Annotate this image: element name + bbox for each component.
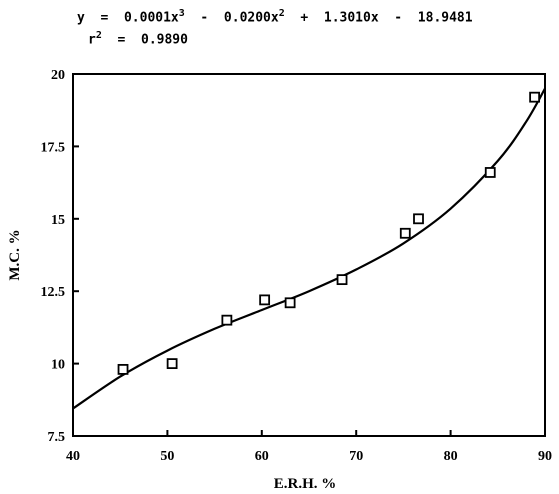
data-point	[529, 91, 541, 103]
x-tick-label: 90	[538, 449, 552, 464]
y-tick-label: 10	[51, 358, 65, 373]
data-point	[166, 358, 178, 370]
y-tick-label: 20	[51, 68, 65, 83]
x-tick-label: 50	[160, 449, 174, 464]
plot-frame	[72, 73, 546, 437]
x-tick-label: 40	[66, 449, 80, 464]
data-points-layer	[117, 91, 541, 375]
x-tick-label: 60	[255, 449, 269, 464]
y-tick-label: 7.5	[48, 430, 66, 445]
data-point	[484, 167, 496, 178]
r-squared-value: = 0.9890	[101, 32, 188, 48]
data-point	[413, 213, 424, 225]
x-tick-label: 80	[444, 449, 458, 464]
equation-exponent-3: 3	[178, 8, 185, 19]
equation-line-2: r2 = 0.9890	[88, 30, 188, 47]
data-point	[336, 274, 348, 286]
equation-line-1: y = 0.0001x3 - 0.0200x2 + 1.3010x - 18.9…	[77, 8, 473, 25]
data-point	[221, 314, 233, 326]
r-squared-prefix: r	[88, 32, 96, 48]
data-point	[284, 297, 296, 309]
x-axis-label: E.R.H. %	[274, 476, 337, 492]
data-point	[117, 363, 129, 375]
equation-y-mid: - 0.0200x	[184, 10, 279, 26]
r-squared-exponent: 2	[95, 30, 102, 41]
x-tick-label: 70	[349, 449, 363, 464]
equation-exponent-2: 2	[278, 8, 285, 19]
equation-y-suffix: + 1.3010x - 18.9481	[284, 10, 473, 26]
fit-curve-layer	[72, 87, 546, 410]
equation-y-prefix: y = 0.0001x	[77, 10, 179, 26]
y-axis-label: M.C. %	[7, 229, 23, 280]
axes: 40 50 60 70 80 90 7.5 10 12.5 15 17.5 20	[41, 68, 553, 464]
y-tick-label: 17.5	[41, 140, 66, 155]
y-tick-label: 15	[51, 213, 65, 228]
data-point	[399, 227, 411, 239]
y-tick-label: 12.5	[41, 285, 66, 300]
data-point	[259, 294, 271, 306]
fit-curve	[72, 87, 546, 410]
